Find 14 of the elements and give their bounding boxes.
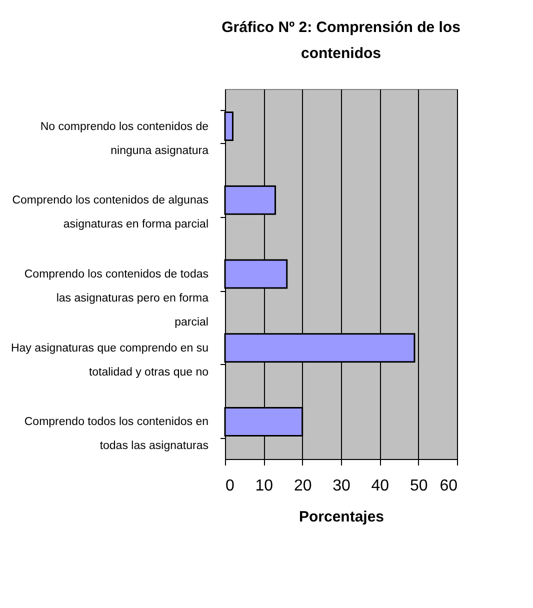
x-tick-label: 60	[440, 478, 458, 494]
x-tick-label: 50	[410, 478, 428, 494]
x-tick-label: 40	[371, 478, 390, 494]
y-tick-label: Comprendo los contenidos de todas las asignaturas pero en forma parcial	[24, 268, 210, 328]
y-tick-label: Comprendo los contenidos de algunas asignaturas en forma parcial	[12, 194, 209, 231]
x-tick-label: 20	[294, 478, 312, 494]
x-tick-label: 0	[226, 478, 234, 494]
x-axis-title: Porcentajes	[298, 508, 384, 526]
chart-title: Gráfico Nº 2: Comprensión de los contenidos	[222, 19, 460, 62]
x-tick-label: 10	[255, 478, 274, 494]
x-tick-label: 30	[332, 478, 350, 494]
y-tick-label: Comprendo todos los contenidos en todas las asignaturas	[24, 416, 209, 452]
y-tick-label: No comprendo los contenidos de ninguna asignatura	[40, 120, 210, 157]
y-tick-label: Hay asignaturas que comprendo en su totalidad y otras que no	[10, 342, 208, 378]
